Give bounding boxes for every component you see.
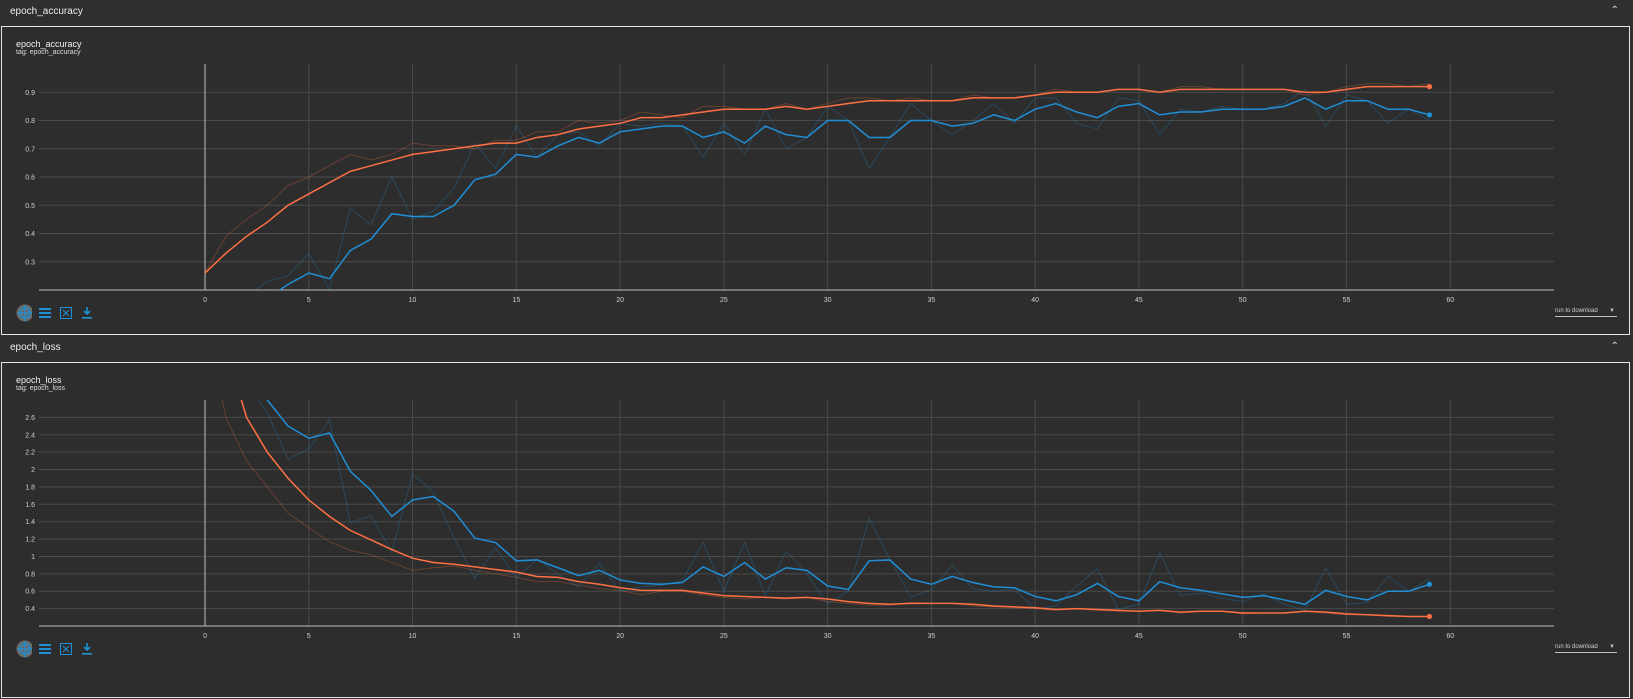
x-tick-label: 35 xyxy=(927,633,935,640)
y-tick-label: 0.4 xyxy=(25,606,35,613)
y-tick-label: 1.2 xyxy=(25,537,35,544)
series-group xyxy=(204,83,1430,290)
x-tick-label: 50 xyxy=(1239,297,1247,304)
series-end-marker xyxy=(1426,112,1433,118)
y-tick-label: 2.6 xyxy=(25,415,35,422)
dropdown-arrow-icon: ▼ xyxy=(1609,644,1615,650)
y-tick-label: 0.7 xyxy=(25,146,35,153)
fit-domain-icon[interactable] xyxy=(16,304,32,322)
series-smoothed-line xyxy=(240,400,1430,618)
x-tick-label: 45 xyxy=(1135,633,1143,640)
y-tick-label: 0.8 xyxy=(25,118,35,125)
chart-toolbar xyxy=(16,640,95,658)
loss-chart[interactable]: 0 5 10 15 20 25 30 35 40 45 50 55 60 0.4 0.6 0.8 1 1.2 1.4… xyxy=(2,363,1631,699)
series-raw-line xyxy=(257,400,1430,611)
fullscreen-icon[interactable] xyxy=(58,305,74,321)
x-tick-label: 15 xyxy=(512,297,520,304)
y-tick-label: 2.2 xyxy=(25,450,35,457)
y-tick-label: 2.4 xyxy=(25,432,35,439)
x-tick-label: 0 xyxy=(203,297,207,304)
card-title: epoch_accuracy xyxy=(16,39,82,49)
download-icon[interactable] xyxy=(79,641,95,657)
run-download-label: run to download xyxy=(1555,308,1598,314)
run-download-select[interactable]: run to download ▼ xyxy=(1555,308,1617,317)
series-end-marker xyxy=(1426,613,1433,620)
collapse-chevron-icon[interactable]: ⌃ xyxy=(1610,5,1619,16)
y-tick-label: 0.9 xyxy=(25,90,35,97)
section-title: epoch_loss xyxy=(10,342,61,353)
series-smoothed-line xyxy=(204,85,1430,274)
download-icon[interactable] xyxy=(79,305,95,321)
fullscreen-icon[interactable] xyxy=(58,641,74,657)
card-tag: tag: epoch_loss xyxy=(16,385,66,392)
fit-domain-icon[interactable] xyxy=(16,640,32,658)
y-tick-label: 0.6 xyxy=(25,175,35,182)
series-end-marker xyxy=(1426,84,1433,90)
chart-card-loss: epoch_loss tag: epoch_loss 0 5 10 15 20 25 30 3… xyxy=(1,362,1630,698)
run-download-label: run to download xyxy=(1555,644,1598,650)
collapse-chevron-icon[interactable]: ⌃ xyxy=(1610,341,1619,352)
x-tick-label: 0 xyxy=(203,633,207,640)
y-tick-label: 0.6 xyxy=(25,589,35,596)
data-table-icon[interactable] xyxy=(37,641,53,657)
x-tick-label: 5 xyxy=(307,297,311,304)
y-tick-label: 1 xyxy=(31,554,35,561)
series-smoothed-line xyxy=(278,97,1430,290)
y-tick-label: 0.8 xyxy=(25,571,35,578)
y-tick-label: 1.4 xyxy=(25,519,35,526)
y-tick-label: 0.4 xyxy=(25,231,35,238)
data-table-icon[interactable] xyxy=(37,305,53,321)
x-tick-label: 5 xyxy=(307,633,311,640)
chart-card-accuracy: epoch_accuracy tag: epoch_accuracy 0 5 10 1… xyxy=(1,26,1630,335)
series-raw-line xyxy=(204,83,1430,274)
series-smoothed-line xyxy=(266,400,1430,606)
x-tick-label: 50 xyxy=(1239,633,1247,640)
x-tick-label: 40 xyxy=(1031,633,1039,640)
x-tick-label: 55 xyxy=(1343,297,1351,304)
accuracy-chart[interactable]: 0 5 10 15 20 25 30 35 40 45 50 55 60 0.3 0.4 0.5 0.6 0.7 0… xyxy=(2,27,1631,336)
series-end-marker xyxy=(1426,581,1433,587)
y-tick-label: 1.8 xyxy=(25,484,35,491)
x-tick-label: 25 xyxy=(720,633,728,640)
series-group xyxy=(221,400,1430,618)
x-tick-label: 20 xyxy=(616,633,624,640)
x-tick-label: 60 xyxy=(1446,297,1454,304)
section-title: epoch_accuracy xyxy=(10,6,83,17)
x-tick-label: 55 xyxy=(1343,633,1351,640)
card-tag: tag: epoch_accuracy xyxy=(16,49,81,56)
x-tick-label: 45 xyxy=(1135,297,1143,304)
x-tick-label: 35 xyxy=(927,297,935,304)
x-tick-label: 40 xyxy=(1031,297,1039,304)
x-tick-label: 10 xyxy=(409,633,417,640)
y-tick-label: 0.3 xyxy=(25,259,35,266)
run-download-select[interactable]: run to download ▼ xyxy=(1555,644,1617,653)
section-header-accuracy[interactable]: epoch_accuracy ⌃ xyxy=(0,0,1633,26)
chart-toolbar xyxy=(16,304,95,322)
y-tick-label: 0.5 xyxy=(25,203,35,210)
x-tick-label: 15 xyxy=(512,633,520,640)
x-tick-label: 20 xyxy=(616,297,624,304)
section-header-loss[interactable]: epoch_loss ⌃ xyxy=(0,336,1633,362)
x-tick-label: 10 xyxy=(409,297,417,304)
series-raw-line xyxy=(253,88,1430,290)
x-tick-label: 30 xyxy=(824,297,832,304)
x-tick-label: 30 xyxy=(824,633,832,640)
x-tick-label: 25 xyxy=(720,297,728,304)
y-tick-label: 2 xyxy=(31,467,35,474)
y-tick-label: 1.6 xyxy=(25,502,35,509)
dropdown-arrow-icon: ▼ xyxy=(1609,308,1615,314)
card-title: epoch_loss xyxy=(16,375,62,385)
x-tick-label: 60 xyxy=(1446,633,1454,640)
